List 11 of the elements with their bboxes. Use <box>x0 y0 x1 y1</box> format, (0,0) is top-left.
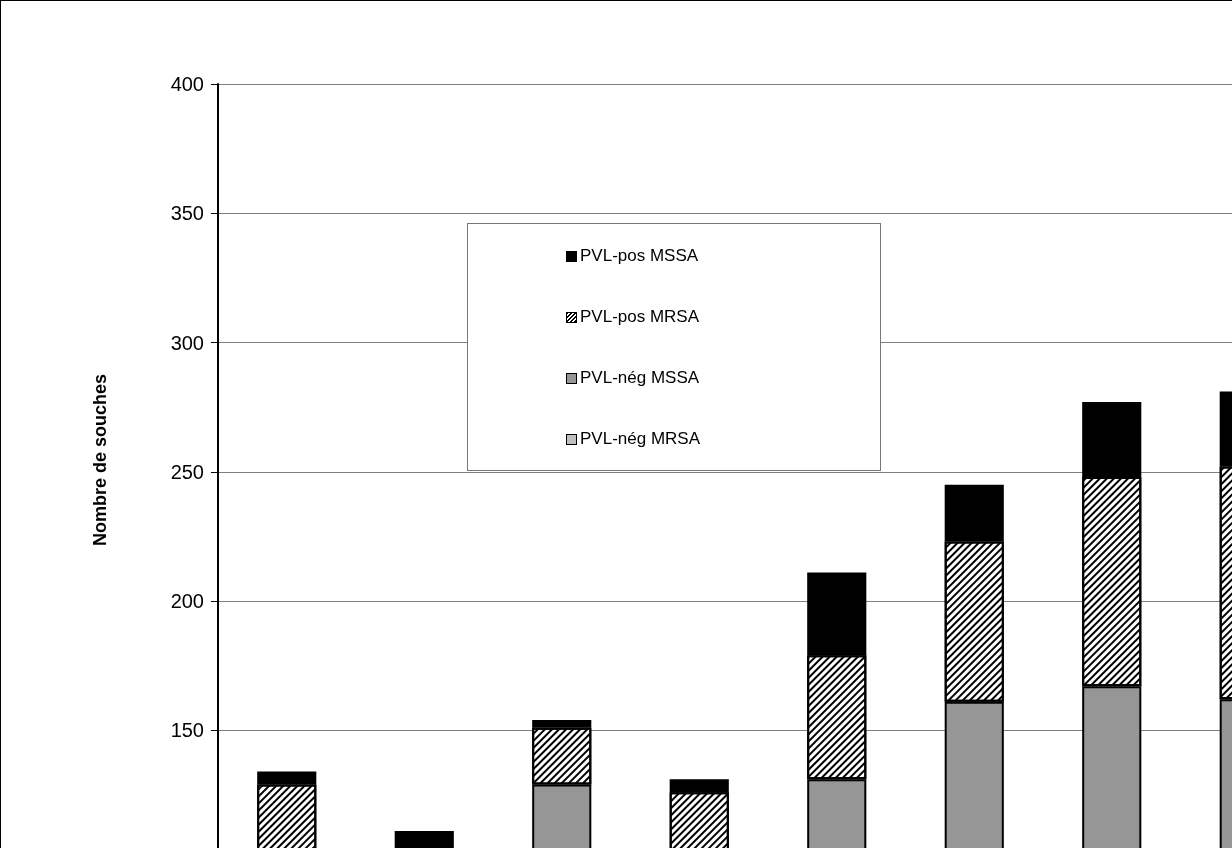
y-tick-label: 350 <box>170 202 204 225</box>
legend-label: PVL-nég MSSA <box>580 368 700 388</box>
legend-label: PVL-pos MSSA <box>580 246 699 266</box>
y-tick-label: 400 <box>170 73 204 95</box>
y-tick-label: 200 <box>170 590 204 612</box>
y-tick-label: 300 <box>170 331 204 354</box>
y-axis-title: Nombre de souches <box>90 373 110 547</box>
legend-label: PVL-nég MRSA <box>580 429 700 449</box>
y-tick-label: 150 <box>170 719 204 742</box>
legend-label: PVL-pos MRSA <box>580 307 700 327</box>
y-tick-label: 250 <box>170 460 204 483</box>
